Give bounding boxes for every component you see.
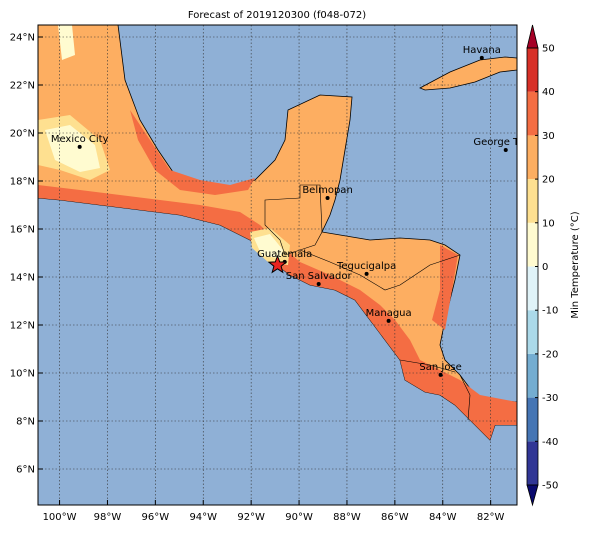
city-dot <box>325 196 330 201</box>
colorbar-tick-label: 20 <box>542 175 555 186</box>
city-dot <box>364 271 369 276</box>
country-border <box>399 359 471 421</box>
colorbar-tick-label: -20 <box>542 349 558 360</box>
lon-tick-label: 88°W <box>333 512 361 523</box>
city-label: Mexico City <box>51 134 109 145</box>
lon-tick-label: 82°W <box>477 512 505 523</box>
colorbar-tick-label: 40 <box>542 87 555 98</box>
country-border <box>264 184 323 256</box>
city-label: Havana <box>463 45 501 56</box>
colorbar-segment <box>527 179 538 223</box>
colorbar-segment <box>527 222 538 267</box>
city-label: Tegucigalpa <box>336 261 396 272</box>
colorbar-tick-label: -10 <box>542 306 558 317</box>
city-dot <box>503 148 508 153</box>
colorbar-segment <box>527 135 538 180</box>
colorbar-segment <box>527 266 538 311</box>
colorbar-tick-label: -40 <box>542 437 558 448</box>
city-label: San Jose <box>419 362 461 373</box>
colorbar-segment <box>527 310 538 354</box>
city-dot <box>386 318 391 323</box>
warm-zone <box>38 185 517 440</box>
lon-tick-label: 98°W <box>94 512 122 523</box>
warm-zone <box>130 110 255 195</box>
cuba <box>419 56 517 91</box>
colorbar-tick-label: 50 <box>542 44 555 55</box>
colorbar-segment <box>527 91 538 136</box>
colorbar-segment <box>527 353 538 398</box>
lon-tick-label: 96°W <box>142 512 170 523</box>
lon-tick-label: 92°W <box>237 512 265 523</box>
colorbar-extend-bottom <box>526 484 539 507</box>
colorbar-segment <box>527 441 538 485</box>
lat-tick-label: 22°N <box>10 81 35 92</box>
lon-tick-label: 94°W <box>189 512 217 523</box>
colorbar-tick-label: -30 <box>542 393 558 404</box>
map-title: Forecast of 2019120300 (f048-072) <box>188 10 366 21</box>
cold-zone <box>58 25 75 60</box>
colorbar-segment <box>527 48 538 92</box>
lat-tick-label: 16°N <box>10 225 35 236</box>
country-border <box>299 249 461 291</box>
lat-tick-label: 18°N <box>10 177 35 188</box>
lat-tick-label: 8°N <box>16 417 35 428</box>
city-label: San Salvador <box>286 271 353 282</box>
colorbar-tick-label: -50 <box>542 481 558 492</box>
colorbar-segment <box>527 397 538 442</box>
lat-tick-label: 20°N <box>10 129 35 140</box>
lat-tick-label: 6°N <box>16 465 35 476</box>
lon-tick-label: 84°W <box>429 512 457 523</box>
city-label: Managua <box>366 308 412 319</box>
city-dot <box>438 372 443 377</box>
map-frame <box>37 24 518 506</box>
city-label: Guatemala <box>257 249 312 260</box>
location-star <box>267 254 288 274</box>
map-area: Havana George Town Mexico City Belmopan Guat… <box>38 25 538 505</box>
colorbar-tick-label: 0 <box>542 262 548 273</box>
cold-zone <box>254 234 283 258</box>
colorbar-tick-label: 30 <box>542 131 555 142</box>
city-label: George Town <box>473 137 538 148</box>
warm-zone <box>432 245 458 330</box>
colorbar-label: Min Temperature (°C) <box>570 211 581 318</box>
lat-tick-label: 14°N <box>10 273 35 284</box>
lon-tick-label: 86°W <box>381 512 409 523</box>
lon-tick-label: 90°W <box>285 512 313 523</box>
lat-tick-label: 10°N <box>10 369 35 380</box>
lat-tick-label: 24°N <box>10 33 35 44</box>
lat-tick-label: 12°N <box>10 321 35 332</box>
colorbar: -50 -40 -30 -20 -10 0 10 20 30 40 50 <box>526 24 558 507</box>
city-dot <box>316 281 321 286</box>
city-dot <box>77 144 82 149</box>
lon-tick-label: 100°W <box>43 512 77 523</box>
city-dot <box>479 55 484 60</box>
cold-zone <box>45 125 100 172</box>
colorbar-extend-top <box>526 24 539 49</box>
city-label: Belmopan <box>302 185 352 196</box>
colorbar-tick-label: 10 <box>542 218 555 229</box>
